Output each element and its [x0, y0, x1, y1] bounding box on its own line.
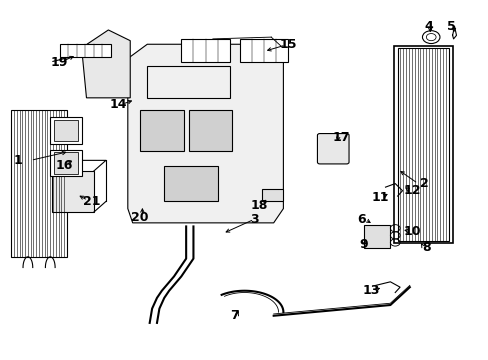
Text: 4: 4	[424, 20, 433, 33]
Text: 16: 16	[56, 159, 73, 172]
Text: 8: 8	[422, 241, 430, 255]
Text: 12: 12	[403, 184, 420, 197]
Text: 14: 14	[109, 99, 126, 112]
FancyBboxPatch shape	[317, 134, 348, 164]
Text: 10: 10	[403, 225, 420, 238]
Bar	[181, 39, 229, 62]
Bar	[54, 120, 78, 141]
Bar	[60, 44, 111, 57]
Text: 17: 17	[332, 131, 350, 144]
Bar	[11, 111, 67, 257]
Text: 13: 13	[362, 284, 379, 297]
Polygon shape	[127, 44, 283, 223]
Text: 18: 18	[250, 198, 267, 212]
Text: 2: 2	[419, 177, 428, 190]
Bar	[164, 166, 217, 202]
Text: 15: 15	[279, 38, 296, 51]
Bar	[52, 171, 94, 212]
Text: 7: 7	[230, 309, 239, 322]
Polygon shape	[81, 30, 130, 98]
Text: 11: 11	[371, 192, 388, 204]
Text: 19: 19	[51, 55, 68, 69]
Bar	[147, 66, 229, 98]
Bar	[50, 117, 81, 144]
Text: 5: 5	[446, 20, 455, 33]
Bar	[140, 111, 183, 152]
Bar	[363, 225, 389, 248]
Bar	[397, 48, 448, 241]
Bar	[188, 111, 232, 152]
Text: 1: 1	[14, 154, 23, 167]
Bar	[239, 39, 287, 62]
Bar	[393, 46, 452, 243]
Bar	[50, 150, 81, 176]
Text: 9: 9	[359, 238, 367, 251]
Text: 3: 3	[249, 213, 258, 226]
Text: 6: 6	[356, 213, 365, 226]
Bar	[261, 189, 283, 202]
Text: 21: 21	[82, 195, 100, 208]
Bar	[54, 153, 78, 174]
Text: 20: 20	[131, 211, 148, 224]
